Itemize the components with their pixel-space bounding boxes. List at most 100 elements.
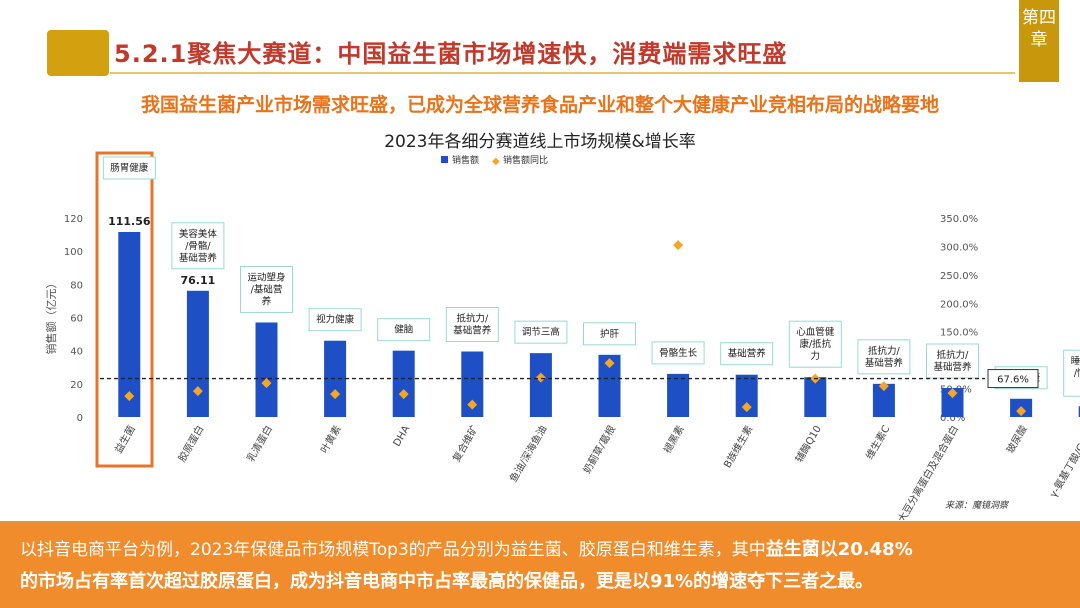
category-tag: 调节三高 [522, 326, 560, 338]
category-tag: 肠胃健康 [110, 162, 149, 174]
highlight-box [95, 151, 154, 468]
growth-marker-10: ◆ [742, 400, 752, 415]
growth-marker-8: ◆ [605, 355, 615, 370]
category-tag: 睡眠健康 [1071, 355, 1080, 367]
category-tag: 基础营养 [933, 361, 972, 373]
category-tag: 基础营养 [865, 357, 904, 369]
x-tick-label: γ-氨基丁酸/GABA [1046, 423, 1080, 500]
growth-marker-1: ◆ [124, 388, 134, 403]
y-tick-label: 0 [77, 413, 83, 424]
bar-6 [461, 351, 484, 417]
x-tick-label: 乳清蛋白 [244, 423, 275, 464]
y-tick-label: 120 [64, 214, 83, 225]
bar-3 [255, 322, 278, 417]
y2-tick-label: 150.0% [940, 328, 978, 339]
x-tick-label: 维生素C [863, 423, 893, 462]
reference-label-box [987, 369, 1039, 389]
bar-4 [324, 340, 347, 417]
y2-tick-label: 200.0% [940, 299, 978, 310]
x-tick-label: 辅酶Q10 [792, 423, 824, 465]
y2-tick-label: 250.0% [940, 271, 978, 282]
category-tag: 护肝 [600, 328, 620, 340]
bar-8 [598, 354, 621, 417]
header-accent-block [47, 30, 109, 76]
legend-bar-swatch [441, 156, 448, 163]
category-tag: 力 [811, 350, 821, 362]
category-tag: 心血管健 [796, 326, 835, 338]
bar-12 [872, 383, 895, 417]
growth-marker-2: ◆ [193, 384, 203, 399]
source-note: 来源：魔镜洞察 [945, 501, 1009, 511]
x-tick-label: 奶蓟草/葛根 [580, 423, 618, 476]
bar-7 [529, 353, 552, 417]
footer-highlight-2: 的市场占有率首次超过胶原蛋白，成为抖音电商中市占率最高的保健品，更是以91%的增… [20, 571, 874, 592]
growth-marker-5: ◆ [399, 387, 409, 402]
category-tag: 健脑 [394, 324, 413, 336]
bar-10 [735, 374, 758, 417]
category-tag: /骨骼/ [185, 240, 211, 252]
chapter-tab[interactable]: 第四章 [1019, 0, 1059, 82]
bar-14 [1010, 398, 1033, 417]
chapter-label: 第四章 [1022, 8, 1056, 50]
category-tag-box [240, 265, 293, 313]
category-tag: 运动塑身 [247, 271, 285, 283]
category-tag-box [445, 306, 499, 342]
category-tag-box [102, 156, 156, 180]
legend-label-sales: 销售额 [452, 154, 479, 166]
category-tag-box [514, 320, 568, 344]
growth-marker-14: ◆ [1016, 404, 1026, 419]
bar-11 [804, 377, 827, 417]
growth-marker-3: ◆ [262, 376, 272, 391]
bar-1 [118, 231, 141, 417]
bar-5 [392, 350, 415, 417]
reference-label: 67.6% [997, 375, 1029, 386]
x-tick-label: B族维生素 [721, 423, 756, 470]
y-tick-label: 40 [70, 347, 83, 358]
category-tag-box [788, 320, 842, 368]
x-tick-label: 褪黑素 [660, 423, 686, 455]
growth-marker-6: ◆ [467, 397, 477, 412]
category-tag: 养 [262, 295, 272, 307]
y-tick-label: 100 [64, 247, 83, 258]
x-tick-label: 鱼油/深海鱼油 [507, 423, 550, 484]
category-tag: 康/抵抗 [799, 338, 831, 350]
growth-marker-7: ◆ [536, 370, 546, 385]
category-tag: 抵抗力/ [456, 312, 489, 324]
growth-marker-4: ◆ [330, 387, 340, 402]
x-tick-label: 复合维矿 [450, 423, 481, 464]
footer-summary: 以抖音电商平台为例，2023年保健品市场规模Top3的产品分别为益生菌、胶原蛋白… [0, 521, 1080, 608]
category-tag-box [720, 342, 774, 366]
category-tag: 基础营养 [728, 348, 767, 360]
bar-2 [186, 290, 209, 417]
category-tag-box [171, 222, 225, 270]
category-tag: 基础营养 [453, 324, 492, 336]
category-tag: 基础营养 [179, 252, 218, 264]
x-tick-label: DHA [392, 424, 413, 449]
data-label: 76.11 [181, 274, 216, 287]
bar-9 [667, 373, 690, 417]
y2-tick-label: 0.0% [940, 413, 965, 424]
category-tag-box [583, 322, 636, 346]
y2-tick-label: 300.0% [940, 242, 978, 253]
y-tick-label: 80 [70, 280, 83, 291]
footer-highlight-1: 益生菌以20.48% [765, 539, 913, 560]
y-axis-label: 销售额（亿元） [44, 278, 58, 355]
page-subtitle: 我国益生菌产业市场需求旺盛，已成为全球营养食品产业和整个大健康产业竞相布局的战略… [140, 94, 939, 116]
bar-15 [1078, 406, 1080, 417]
category-tag: /情绪健 [1074, 367, 1080, 379]
category-tag-box [1063, 349, 1080, 397]
y2-tick-label: 350.0% [940, 214, 978, 225]
bar-13 [941, 387, 964, 417]
category-tag-box [926, 343, 979, 379]
legend-label-growth: 销售额同比 [503, 154, 548, 166]
category-tag-box [651, 341, 705, 365]
footer-text: 以抖音电商平台为例，2023年保健品市场规模Top3的产品分别为益生菌、胶原蛋白… [20, 540, 766, 560]
growth-marker-12: ◆ [879, 379, 889, 394]
chart-canvas: 销售额◆销售额同比0204060801001200.0%50.0%100.0%1… [44, 151, 1080, 520]
page-title: 5.2.1聚焦大赛道：中国益生菌市场增速快，消费端需求旺盛 [114, 40, 788, 68]
legend-marker-swatch: ◆ [492, 156, 500, 167]
category-tag-box [377, 318, 431, 342]
category-tag: 抵抗力/ [868, 345, 901, 357]
y-tick-label: 60 [70, 314, 83, 325]
category-tag-box [857, 339, 911, 375]
